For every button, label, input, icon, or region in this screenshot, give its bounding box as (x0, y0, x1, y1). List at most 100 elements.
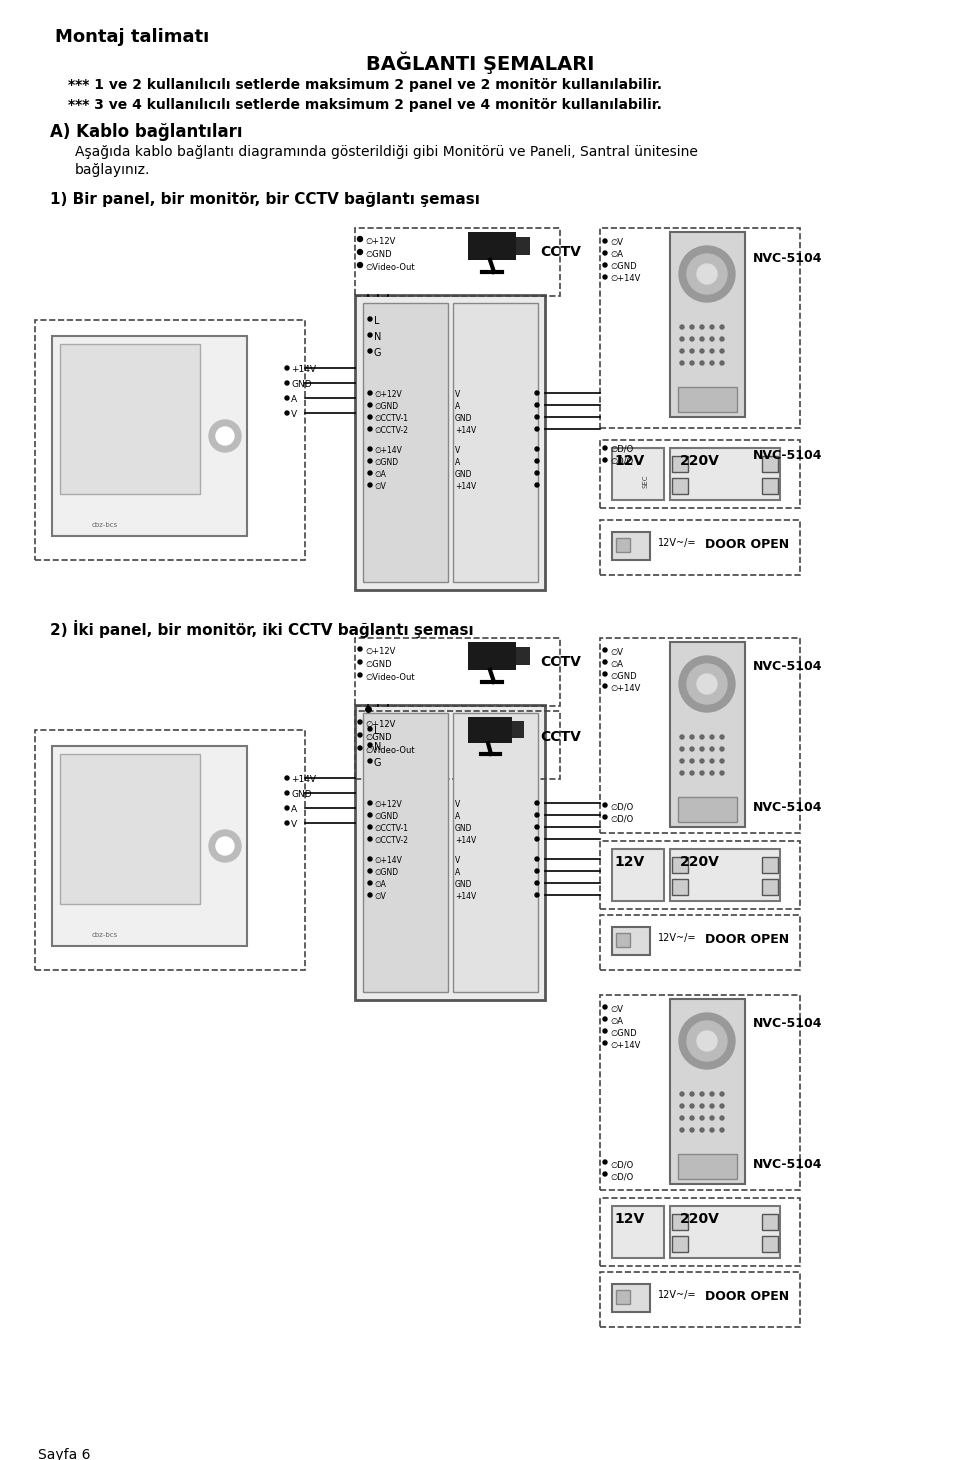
Text: NVC-5104: NVC-5104 (753, 660, 823, 673)
Circle shape (720, 1092, 724, 1096)
Bar (616, 1291, 630, 1304)
Circle shape (710, 349, 714, 353)
Circle shape (368, 403, 372, 407)
Circle shape (720, 361, 724, 365)
Circle shape (358, 746, 362, 750)
Text: Aşağıda kablo bağlantı diagramında gösterildiği gibi Monitörü ve Paneli, Santral: Aşağıda kablo bağlantı diagramında göste… (75, 145, 698, 159)
Text: G: G (374, 758, 381, 768)
Bar (616, 537, 630, 552)
Text: ∅Video-Out: ∅Video-Out (365, 263, 415, 272)
Circle shape (710, 337, 714, 342)
Circle shape (720, 326, 724, 328)
Bar (52, 746, 247, 946)
Circle shape (690, 759, 694, 764)
Circle shape (700, 1115, 704, 1120)
Text: ∅V: ∅V (374, 482, 386, 491)
Bar (612, 927, 650, 955)
Circle shape (700, 337, 704, 342)
Circle shape (358, 733, 362, 737)
Bar (600, 520, 800, 575)
Circle shape (535, 825, 539, 829)
Circle shape (603, 803, 607, 807)
Circle shape (535, 483, 539, 488)
Text: A: A (455, 402, 460, 412)
Text: 220V: 220V (680, 856, 720, 869)
Bar (468, 717, 512, 743)
Circle shape (720, 734, 724, 739)
Circle shape (368, 426, 372, 431)
Circle shape (603, 263, 607, 267)
Text: ∅+14V: ∅+14V (610, 683, 640, 694)
Circle shape (710, 1115, 714, 1120)
Circle shape (690, 1129, 694, 1132)
Text: ∅GND: ∅GND (610, 1029, 636, 1038)
Text: A: A (291, 396, 298, 404)
Text: A: A (455, 812, 460, 821)
Text: NVC-5104: NVC-5104 (753, 802, 823, 815)
Text: ∅V: ∅V (610, 648, 623, 657)
Text: +14V: +14V (455, 426, 476, 435)
Circle shape (603, 815, 607, 819)
Bar (612, 448, 664, 499)
Text: ∅A: ∅A (374, 880, 386, 889)
Bar (672, 879, 688, 895)
Text: ∅GND: ∅GND (610, 672, 636, 680)
Circle shape (720, 1129, 724, 1132)
Circle shape (679, 656, 735, 712)
Bar (363, 304, 448, 583)
Circle shape (603, 458, 607, 461)
Text: ∅A: ∅A (374, 470, 386, 479)
Circle shape (216, 837, 234, 856)
Circle shape (680, 1092, 684, 1096)
Bar (600, 841, 800, 910)
Text: ∅+12V: ∅+12V (365, 237, 396, 245)
Circle shape (700, 1104, 704, 1108)
Circle shape (710, 771, 714, 775)
Bar (512, 721, 524, 737)
Text: SEC: SEC (643, 474, 649, 488)
Text: V: V (455, 856, 460, 864)
Circle shape (368, 483, 372, 488)
Circle shape (368, 743, 372, 748)
Circle shape (680, 734, 684, 739)
Text: ∅Video-Out: ∅Video-Out (365, 746, 415, 755)
Circle shape (285, 381, 289, 385)
Text: V: V (455, 445, 460, 456)
Text: GND: GND (455, 880, 472, 889)
Text: ∅V: ∅V (610, 1004, 623, 1015)
Circle shape (603, 1041, 607, 1045)
Text: ∅D/O: ∅D/O (610, 815, 634, 823)
Circle shape (680, 337, 684, 342)
Circle shape (700, 771, 704, 775)
Text: bağlayınız.: bağlayınız. (75, 164, 151, 177)
Text: 12V~/=: 12V~/= (658, 537, 697, 548)
Circle shape (710, 1092, 714, 1096)
Text: *** 1 ve 2 kullanılıcılı setlerde maksimum 2 panel ve 2 monitör kullanılabilir.: *** 1 ve 2 kullanılıcılı setlerde maksim… (68, 77, 662, 92)
Text: ∅+14V: ∅+14V (610, 1041, 640, 1050)
Circle shape (357, 237, 363, 241)
Circle shape (720, 1115, 724, 1120)
Bar (468, 642, 516, 670)
Circle shape (535, 391, 539, 396)
Bar (516, 237, 530, 256)
Circle shape (690, 1092, 694, 1096)
Circle shape (680, 1104, 684, 1108)
Circle shape (720, 1104, 724, 1108)
Circle shape (679, 1013, 735, 1069)
Text: ∅GND: ∅GND (374, 402, 398, 412)
Text: Sayfa 6: Sayfa 6 (38, 1448, 90, 1460)
Text: ∅Video-Out: ∅Video-Out (365, 673, 415, 682)
Text: 12V~/=: 12V~/= (658, 933, 697, 943)
Bar (672, 1237, 688, 1253)
Bar (670, 232, 745, 418)
Text: V: V (455, 800, 460, 809)
Circle shape (700, 1092, 704, 1096)
Bar (453, 304, 538, 583)
Circle shape (690, 337, 694, 342)
Circle shape (603, 660, 607, 664)
Circle shape (720, 337, 724, 342)
Circle shape (700, 326, 704, 328)
Bar (762, 879, 778, 895)
Circle shape (720, 748, 724, 750)
Circle shape (710, 1129, 714, 1132)
